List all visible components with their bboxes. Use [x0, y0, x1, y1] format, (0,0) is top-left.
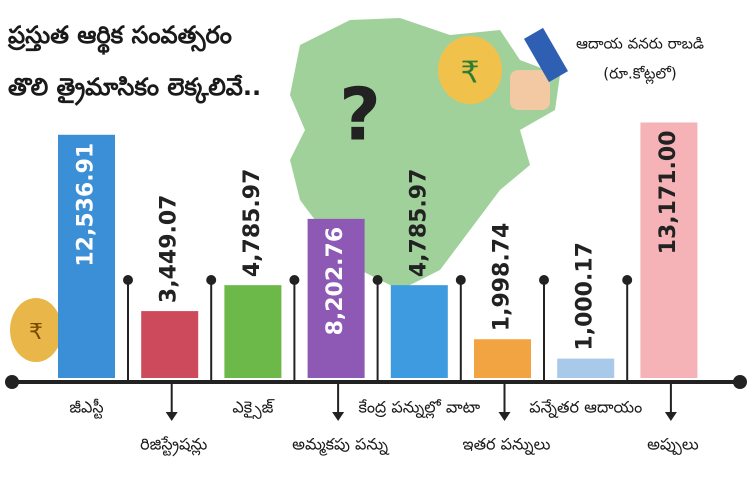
category-label: కేంద్ర పన్నుల్లో వాటా — [358, 398, 480, 419]
value-label: 12,536.91 — [74, 143, 99, 267]
value-label: 3,449.07 — [157, 195, 182, 304]
category-label: ఇతర పన్నులు — [463, 435, 551, 456]
pin-head — [539, 275, 549, 285]
chart-title: ప్రస్తుత ఆర్థిక సంవత్సరం — [7, 21, 232, 55]
pin-head — [206, 275, 217, 285]
bar — [58, 134, 115, 378]
value-label: 4,785.97 — [406, 169, 431, 278]
arrow-head — [498, 412, 511, 421]
category-label: అప్పులు — [647, 435, 699, 456]
bar — [474, 339, 531, 378]
currency-icon: ₹ — [460, 56, 479, 91]
value-label: 4,785.97 — [240, 169, 265, 278]
pin-head — [455, 275, 466, 285]
bar — [224, 285, 282, 378]
subtitle: ఆదాయ వనరు రాబడి — [576, 35, 704, 53]
value-label: 1,998.74 — [490, 223, 515, 332]
arrow-head — [332, 412, 345, 421]
sleeve-icon — [523, 27, 569, 83]
category-label: రిజిస్ట్రేషన్లు — [140, 435, 207, 457]
value-label: 8,202.76 — [323, 227, 348, 336]
pin-head — [123, 275, 133, 285]
category-label: అమ్మకపు పన్ను — [292, 435, 390, 457]
pin-head — [289, 275, 300, 285]
baseline-end — [733, 375, 747, 389]
money-bag — [438, 36, 502, 104]
category-label: పన్నేతర ఆదాయం — [529, 398, 642, 419]
pin-head — [622, 275, 633, 285]
baseline-end — [5, 375, 19, 389]
subtitle: (రూ.కోట్లలో) — [603, 65, 677, 85]
pin-head — [372, 275, 383, 285]
bar — [307, 218, 365, 378]
value-label: 13,171.00 — [656, 130, 681, 254]
category-label: ఎక్సైజ్ — [232, 398, 274, 420]
category-label: జీఎస్టీ — [69, 398, 103, 420]
arrow-head — [664, 412, 677, 421]
currency-icon: ₹ — [29, 320, 43, 345]
bar — [390, 285, 448, 378]
chart-title: తొలి త్రైమాసికం లెక్కలివే.. — [8, 73, 261, 106]
hand-icon — [510, 70, 550, 110]
value-label: 1,000.17 — [573, 242, 598, 351]
bar — [557, 358, 615, 378]
arrow-head — [165, 412, 178, 421]
bar — [141, 311, 199, 378]
question-mark: ? — [339, 73, 381, 157]
coin-bag — [10, 298, 62, 362]
bar — [640, 122, 698, 378]
